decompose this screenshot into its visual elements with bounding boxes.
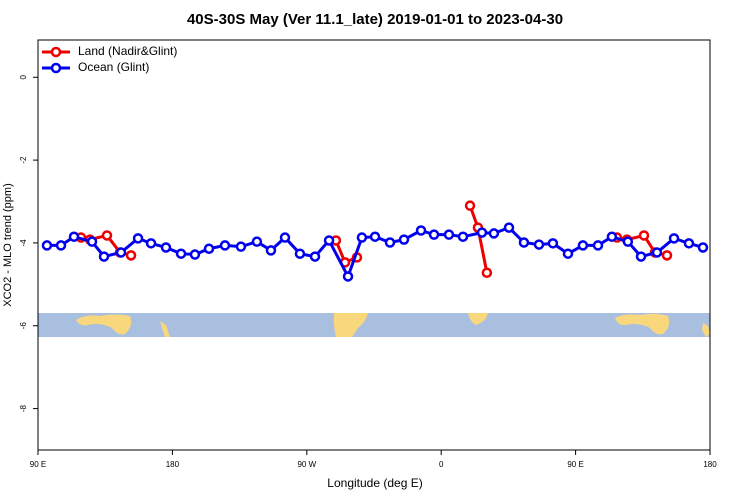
data-point — [415, 225, 427, 236]
data-point — [101, 230, 113, 241]
x-tick-label: 90 E — [567, 460, 583, 469]
data-point — [145, 238, 157, 249]
data-point — [668, 233, 680, 244]
plot-frame — [37, 39, 711, 451]
data-point — [577, 240, 589, 251]
data-point — [428, 229, 440, 240]
data-point — [160, 242, 172, 253]
data-point — [488, 228, 500, 239]
data-point — [606, 231, 618, 242]
data-point — [683, 238, 695, 249]
data-point — [562, 248, 574, 259]
chart-title: 40S-30S May (Ver 11.1_late) 2019-01-01 t… — [187, 11, 563, 28]
x-tick-label: 180 — [166, 460, 180, 469]
data-point — [251, 236, 263, 247]
data-point — [41, 240, 53, 251]
data-point — [635, 251, 647, 262]
data-point — [457, 231, 469, 242]
y-tick-label: -2 — [19, 156, 28, 164]
data-point — [342, 271, 354, 282]
data-point — [55, 240, 67, 251]
legend-marker — [50, 46, 62, 58]
data-point — [125, 250, 137, 261]
data-point — [86, 236, 98, 247]
data-point — [592, 240, 604, 251]
data-point — [323, 235, 335, 246]
data-point — [481, 267, 493, 278]
data-point — [219, 240, 231, 251]
x-tick-label: 90 E — [30, 460, 46, 469]
data-point — [369, 231, 381, 242]
map-strip — [38, 313, 710, 337]
data-point — [503, 222, 515, 233]
data-point — [68, 231, 80, 242]
x-tick-label: 90 W — [297, 460, 316, 469]
data-point — [203, 243, 215, 254]
data-point — [661, 250, 673, 261]
data-point — [398, 234, 410, 245]
data-point — [547, 238, 559, 249]
data-point — [476, 227, 488, 238]
data-point — [132, 233, 144, 244]
y-tick-label: -8 — [19, 404, 28, 412]
data-point — [279, 232, 291, 243]
data-point — [697, 242, 709, 253]
data-point — [384, 237, 396, 248]
y-axis-label: XCO2 - MLO trend (ppm) — [2, 183, 14, 306]
x-tick-label: 0 — [439, 460, 444, 469]
data-point — [638, 230, 650, 241]
legend-label: Ocean (Glint) — [78, 60, 149, 74]
data-point — [518, 237, 530, 248]
data-point — [235, 241, 247, 252]
data-point — [533, 239, 545, 250]
y-tick-label: -4 — [19, 239, 28, 247]
data-point — [294, 248, 306, 259]
x-tick-label: 180 — [703, 460, 717, 469]
data-point — [309, 251, 321, 262]
data-point — [98, 251, 110, 262]
data-point — [651, 247, 663, 258]
data-point — [356, 232, 368, 243]
y-tick-label: 0 — [19, 74, 28, 79]
data-point — [464, 200, 476, 211]
data-point — [622, 236, 634, 247]
data-point — [189, 249, 201, 260]
data-point — [175, 248, 187, 259]
x-axis-label: Longitude (deg E) — [327, 476, 422, 490]
y-tick-label: -6 — [19, 322, 28, 330]
legend-label: Land (Nadir&Glint) — [78, 44, 177, 58]
data-point — [443, 229, 455, 240]
data-point — [115, 247, 127, 258]
legend-marker — [50, 62, 62, 74]
data-point — [265, 245, 277, 256]
